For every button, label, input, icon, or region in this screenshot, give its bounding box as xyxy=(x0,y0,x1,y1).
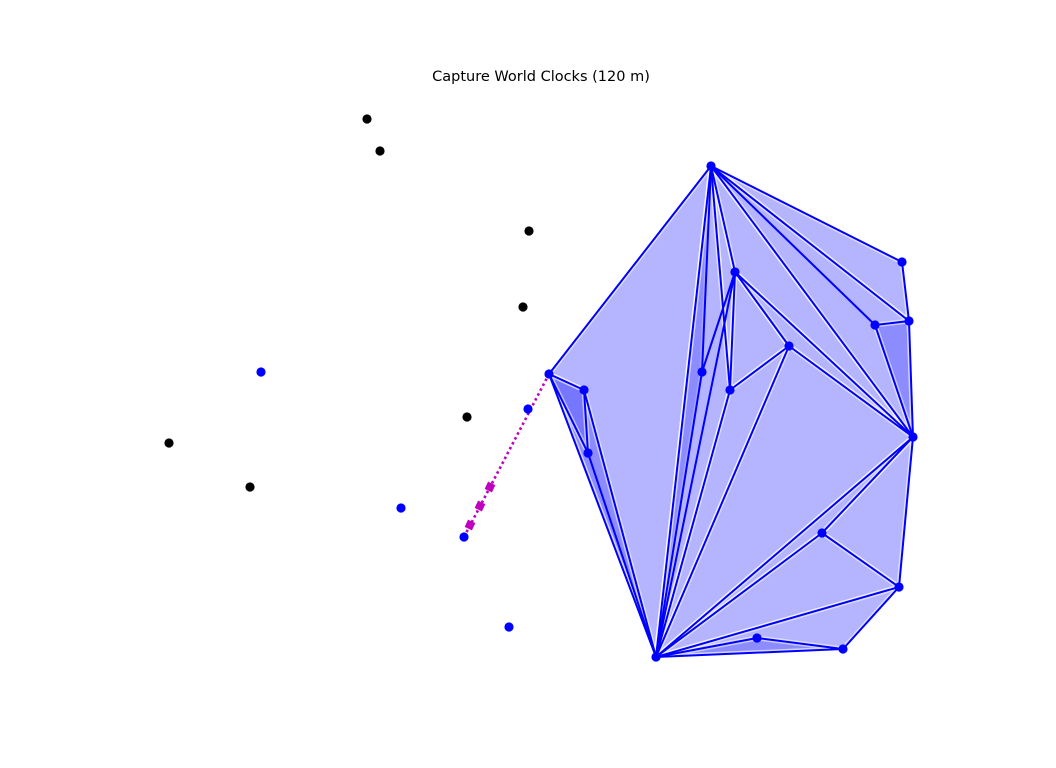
link-J-L xyxy=(548,373,589,454)
route-line xyxy=(462,373,551,538)
portal-player-L xyxy=(583,448,593,458)
portal-player-R xyxy=(523,404,533,414)
portal-player-K xyxy=(579,385,589,395)
portal-player-F xyxy=(784,341,794,351)
portal-player-C xyxy=(904,316,914,326)
link-C-I xyxy=(908,320,914,438)
board-title: Capture World Clocks (120 m) xyxy=(432,69,650,85)
portal-player-S xyxy=(459,532,469,542)
portal-player-N xyxy=(894,582,904,592)
link-K-L xyxy=(583,389,589,454)
portal-neutral-AA xyxy=(462,412,472,422)
portal-player-H xyxy=(725,385,735,395)
link-P-Q xyxy=(655,648,844,658)
link-A-C xyxy=(710,165,910,322)
link-E-H xyxy=(729,271,736,391)
portal-player-B xyxy=(897,257,907,267)
link-C-D xyxy=(874,320,910,326)
link-F-Q xyxy=(655,345,790,658)
portal-neutral-W xyxy=(362,114,372,124)
link-A-B xyxy=(710,165,903,263)
link-L-Q xyxy=(587,452,657,658)
links-layer xyxy=(548,165,914,658)
link-H-Q xyxy=(655,389,731,658)
portal-player-U xyxy=(396,503,406,513)
link-N-P xyxy=(842,586,900,650)
portal-player-Q xyxy=(651,652,661,662)
portal-player-T xyxy=(256,367,266,377)
link-E-I xyxy=(734,271,914,438)
link-M-N xyxy=(821,532,900,588)
link-N-Q xyxy=(655,586,900,658)
route-waypoint-1 xyxy=(474,500,486,512)
link-J-K xyxy=(548,373,585,391)
link-E-G xyxy=(701,271,736,373)
planned-route xyxy=(462,373,551,538)
link-D-I xyxy=(874,324,914,438)
portal-player-O xyxy=(752,633,762,643)
link-M-Q xyxy=(655,532,823,658)
link-B-C xyxy=(901,261,910,322)
link-J-Q xyxy=(548,373,657,658)
link-O-Q xyxy=(655,637,758,658)
portal-player-E xyxy=(730,267,740,277)
portal-player-A xyxy=(706,161,716,171)
link-I-N xyxy=(898,436,914,588)
portal-neutral-Z xyxy=(518,302,528,312)
route-waypoint-0 xyxy=(464,519,476,531)
portal-player-P xyxy=(838,644,848,654)
link-A-Q xyxy=(655,165,712,658)
portal-neutral-AB xyxy=(164,438,174,448)
portal-player-J xyxy=(544,369,554,379)
link-A-D xyxy=(710,165,876,326)
link-E-Q xyxy=(655,271,736,658)
portal-player-M xyxy=(817,528,827,538)
link-A-J xyxy=(548,165,712,375)
link-E-F xyxy=(734,271,790,347)
link-A-H xyxy=(710,165,731,391)
link-O-P xyxy=(756,637,844,650)
portal-player-V xyxy=(504,622,514,632)
link-I-Q xyxy=(655,436,914,658)
portal-neutral-X xyxy=(375,146,385,156)
link-A-I xyxy=(710,165,914,438)
portal-player-G xyxy=(697,367,707,377)
portal-player-D xyxy=(870,320,880,330)
link-K-Q xyxy=(583,389,657,658)
portal-neutral-AC xyxy=(245,482,255,492)
link-A-E xyxy=(710,165,736,273)
link-G-Q xyxy=(655,371,703,658)
route-waypoint-2 xyxy=(484,481,496,493)
link-F-I xyxy=(788,345,914,438)
portal-neutral-Y xyxy=(524,226,534,236)
portals-layer xyxy=(164,114,918,662)
portal-player-I xyxy=(908,432,918,442)
link-A-G xyxy=(701,165,712,373)
link-F-H xyxy=(729,345,790,391)
link-I-M xyxy=(821,436,914,534)
